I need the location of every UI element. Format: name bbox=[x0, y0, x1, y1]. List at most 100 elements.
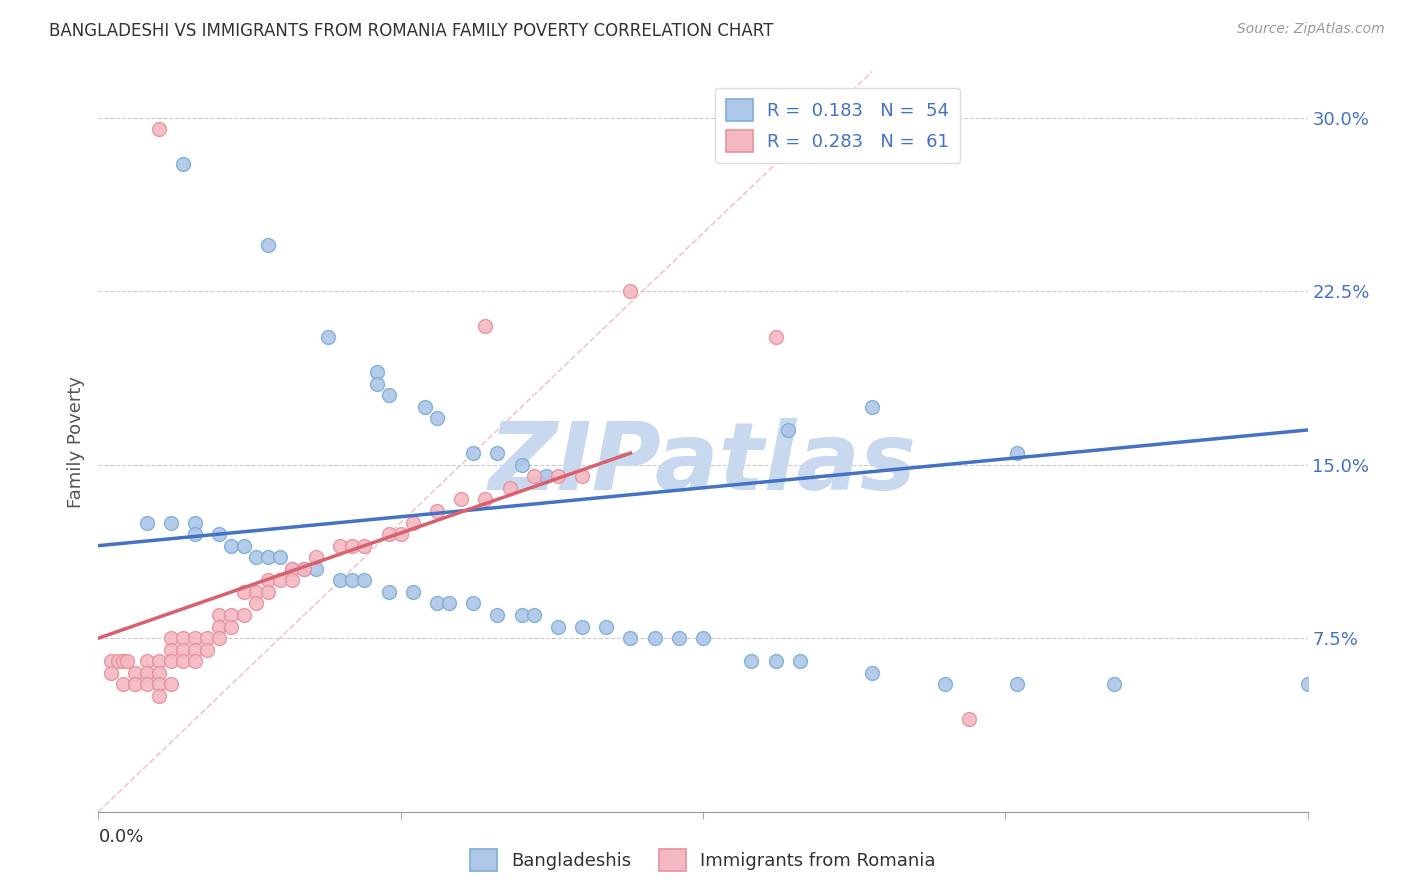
Point bbox=[402, 585, 425, 599]
Point bbox=[463, 446, 485, 460]
Point bbox=[426, 504, 449, 518]
Legend: R =  0.183   N =  54, R =  0.283   N =  61: R = 0.183 N = 54, R = 0.283 N = 61 bbox=[714, 87, 960, 162]
Point bbox=[208, 527, 231, 541]
Point bbox=[107, 654, 129, 668]
Point bbox=[486, 608, 509, 623]
Point bbox=[571, 619, 593, 633]
Point bbox=[377, 585, 399, 599]
Point bbox=[329, 539, 352, 553]
Point bbox=[860, 400, 883, 414]
Point bbox=[148, 689, 170, 703]
Point bbox=[765, 330, 787, 344]
Point bbox=[534, 469, 557, 483]
Point bbox=[765, 654, 787, 668]
Point bbox=[426, 597, 449, 611]
Point bbox=[1007, 677, 1029, 691]
Point bbox=[776, 423, 799, 437]
Point bbox=[245, 597, 267, 611]
Point bbox=[789, 654, 811, 668]
Point bbox=[860, 665, 883, 680]
Point bbox=[292, 562, 315, 576]
Point bbox=[117, 654, 139, 668]
Point bbox=[160, 516, 183, 530]
Point bbox=[353, 539, 375, 553]
Point bbox=[208, 608, 231, 623]
Point bbox=[413, 400, 436, 414]
Point bbox=[316, 330, 339, 344]
Point bbox=[547, 619, 569, 633]
Point bbox=[221, 619, 243, 633]
Text: BANGLADESHI VS IMMIGRANTS FROM ROMANIA FAMILY POVERTY CORRELATION CHART: BANGLADESHI VS IMMIGRANTS FROM ROMANIA F… bbox=[49, 22, 773, 40]
Point bbox=[160, 631, 183, 645]
Point bbox=[547, 469, 569, 483]
Point bbox=[281, 562, 304, 576]
Point bbox=[486, 446, 509, 460]
Point bbox=[281, 574, 304, 588]
Point bbox=[184, 631, 207, 645]
Point bbox=[148, 122, 170, 136]
Point bbox=[172, 631, 194, 645]
Point bbox=[305, 550, 328, 565]
Y-axis label: Family Poverty: Family Poverty bbox=[66, 376, 84, 508]
Point bbox=[232, 539, 254, 553]
Point bbox=[232, 608, 254, 623]
Point bbox=[245, 550, 267, 565]
Point bbox=[437, 597, 460, 611]
Point bbox=[571, 469, 593, 483]
Point bbox=[474, 492, 496, 507]
Point bbox=[1296, 677, 1319, 691]
Point bbox=[232, 585, 254, 599]
Point bbox=[100, 654, 122, 668]
Point bbox=[245, 585, 267, 599]
Point bbox=[160, 654, 183, 668]
Point bbox=[184, 654, 207, 668]
Point bbox=[195, 631, 218, 645]
Point bbox=[256, 585, 278, 599]
Text: Source: ZipAtlas.com: Source: ZipAtlas.com bbox=[1237, 22, 1385, 37]
Point bbox=[498, 481, 520, 495]
Point bbox=[366, 365, 388, 379]
Point bbox=[934, 677, 956, 691]
Point bbox=[426, 411, 449, 425]
Point bbox=[668, 631, 690, 645]
Point bbox=[256, 550, 278, 565]
Point bbox=[111, 654, 134, 668]
Point bbox=[474, 318, 496, 333]
Text: 0.0%: 0.0% bbox=[98, 828, 143, 846]
Point bbox=[377, 527, 399, 541]
Point bbox=[740, 654, 762, 668]
Point bbox=[111, 677, 134, 691]
Point bbox=[342, 574, 364, 588]
Point bbox=[160, 642, 183, 657]
Point bbox=[184, 642, 207, 657]
Point bbox=[172, 654, 194, 668]
Point bbox=[269, 550, 291, 565]
Point bbox=[208, 619, 231, 633]
Point bbox=[389, 527, 412, 541]
Point bbox=[135, 516, 157, 530]
Point bbox=[135, 677, 157, 691]
Point bbox=[292, 562, 315, 576]
Point bbox=[221, 608, 243, 623]
Point bbox=[124, 677, 146, 691]
Point bbox=[172, 642, 194, 657]
Point bbox=[172, 157, 194, 171]
Point bbox=[377, 388, 399, 402]
Point bbox=[256, 238, 278, 252]
Point bbox=[281, 562, 304, 576]
Point bbox=[195, 642, 218, 657]
Point bbox=[510, 458, 533, 472]
Point bbox=[184, 516, 207, 530]
Point bbox=[353, 574, 375, 588]
Point bbox=[366, 376, 388, 391]
Point bbox=[160, 677, 183, 691]
Legend: Bangladeshis, Immigrants from Romania: Bangladeshis, Immigrants from Romania bbox=[463, 842, 943, 879]
Point bbox=[523, 608, 546, 623]
Point bbox=[692, 631, 714, 645]
Point bbox=[619, 284, 641, 298]
Point bbox=[124, 665, 146, 680]
Point bbox=[463, 597, 485, 611]
Point bbox=[148, 665, 170, 680]
Point bbox=[450, 492, 472, 507]
Point bbox=[269, 574, 291, 588]
